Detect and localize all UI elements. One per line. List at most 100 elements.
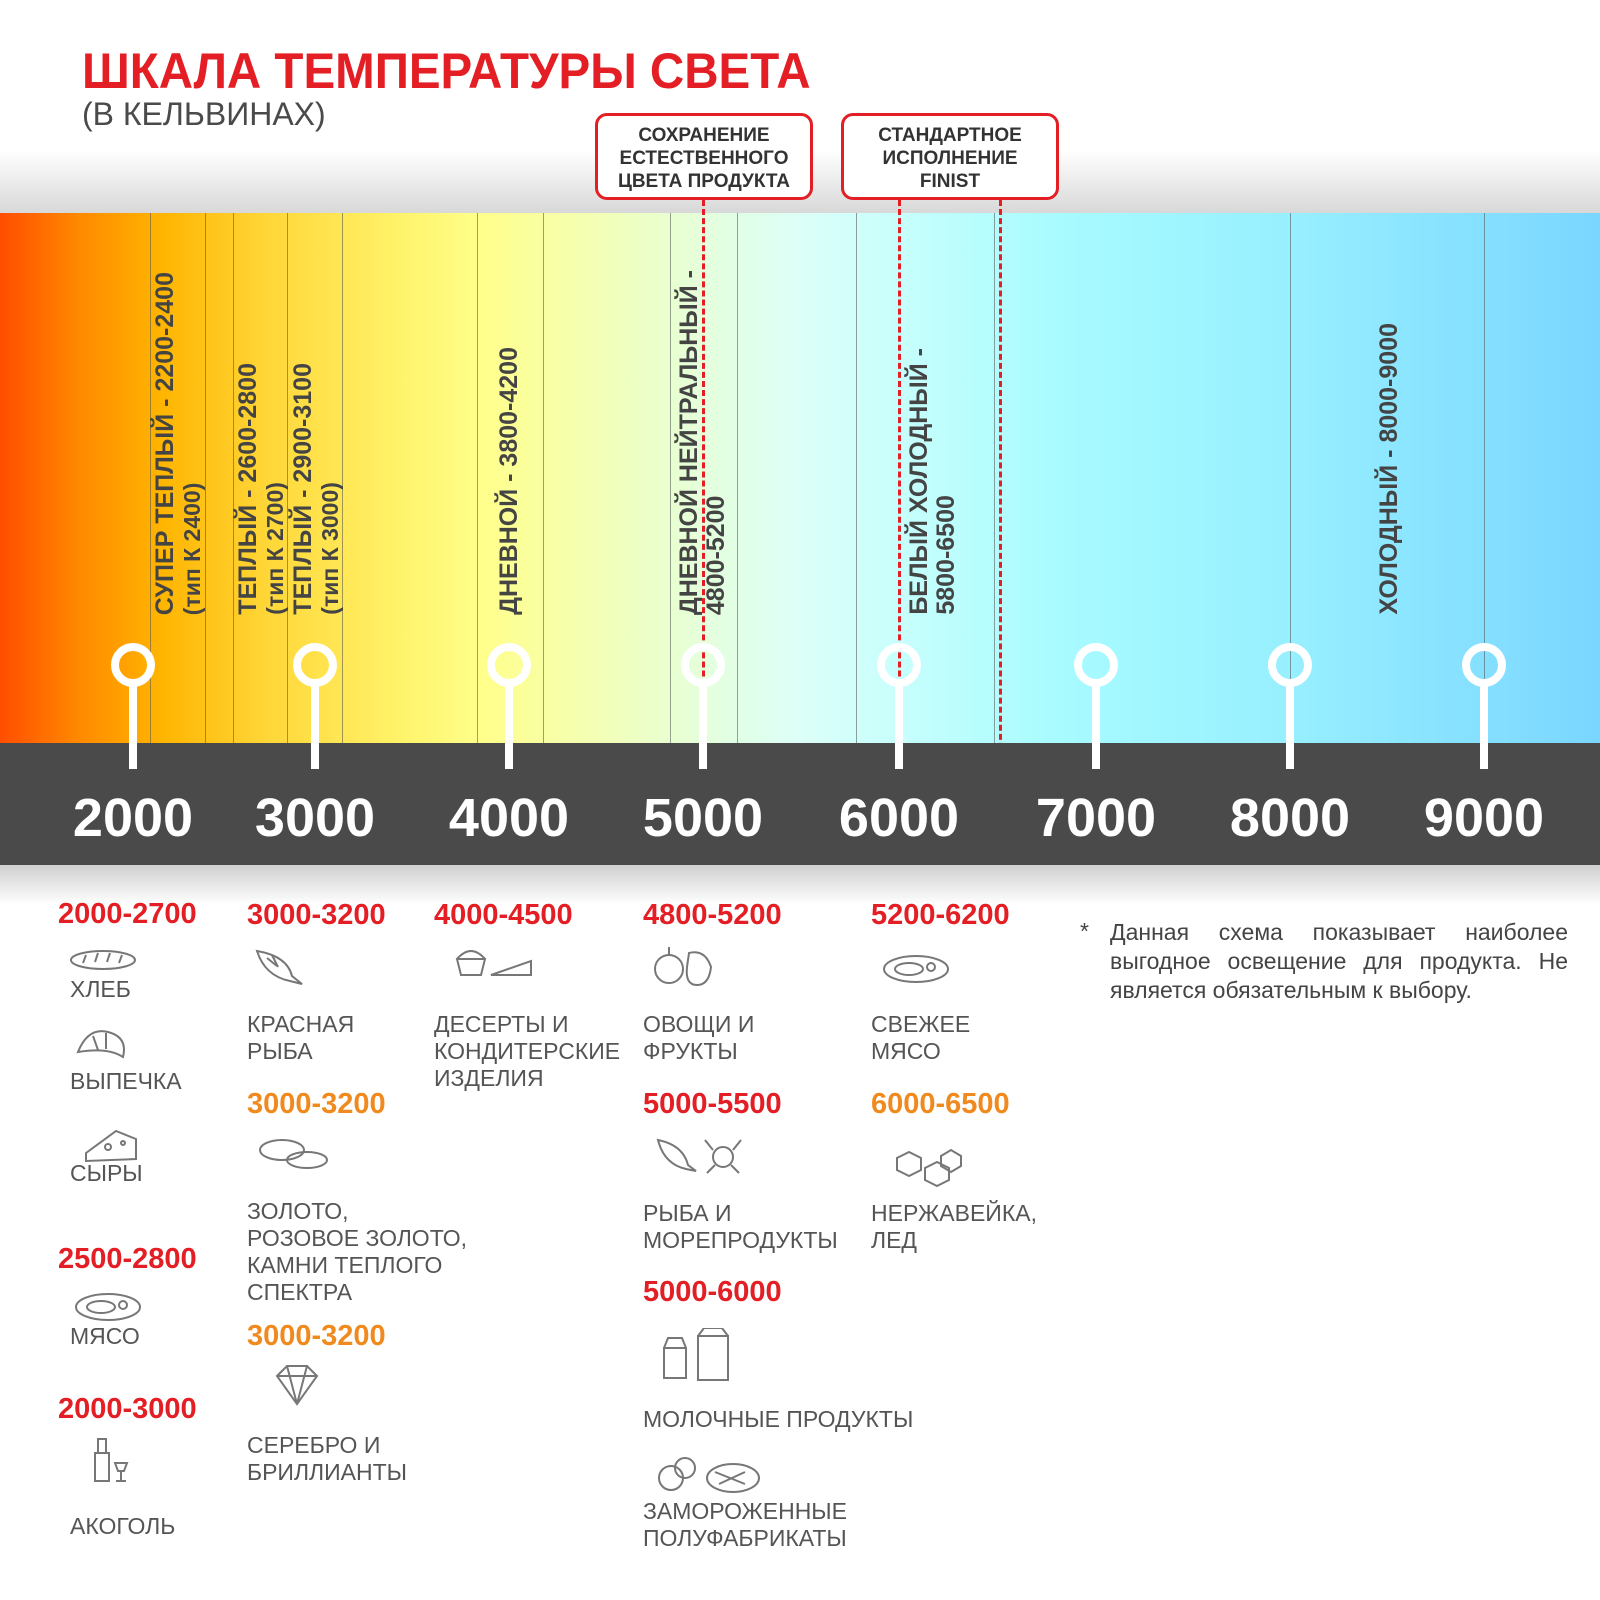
scale-tick-label: 4000 (448, 788, 570, 848)
steak-icon (73, 1287, 183, 1352)
scale-pin-stem (1286, 683, 1294, 769)
product-label: СЫРЫ (70, 1160, 143, 1186)
zone-super-warm: СУПЕР ТЕПЛЫЙ - 2200-2400 (тип К 2400) (151, 271, 205, 615)
zone-divider (477, 213, 478, 743)
scale-pin (1462, 643, 1506, 687)
product-label: МЯСО (70, 1323, 140, 1349)
zone-divider (150, 213, 151, 743)
diamond-icon (267, 1364, 377, 1429)
zone-divider (287, 213, 288, 743)
zone-divider (543, 213, 544, 743)
scale-band (0, 743, 1600, 865)
zone-divider (994, 213, 995, 743)
zone-warm-2700: ТЕПЛЫЙ - 2600-2800 (тип К 2700) (234, 363, 288, 615)
product-range: 5200-6200 (871, 899, 1010, 931)
callout-line-finist-end (999, 200, 1002, 767)
callout-line: FINIST (919, 171, 981, 192)
zone-warm-3000: ТЕПЛЫЙ - 2900-3100 (тип К 3000) (289, 363, 343, 615)
frozen-icon (653, 1452, 763, 1517)
scale-pin (487, 643, 531, 687)
scale-pin-stem (1092, 683, 1100, 769)
zone-divider (670, 213, 671, 743)
page-title: ШКАЛА ТЕМПЕРАТУРЫ СВЕТА (82, 43, 811, 99)
scale-pin-stem (699, 683, 707, 769)
zone-cold: ХОЛОДНЫЙ - 8000-9000 (1375, 323, 1403, 615)
scale-tick-label: 3000 (254, 788, 376, 848)
callout-natural-color: СОХРАНЕНИЕ ЕСТЕСТВЕННОГО ЦВЕТА ПРОДУКТА (595, 113, 813, 200)
product-range: 3000-3200 (247, 1088, 386, 1120)
steak-icon (881, 949, 991, 1014)
scale-tick-label: 5000 (642, 788, 764, 848)
product-label: АКОГОЛЬ (70, 1513, 176, 1539)
callout-line: ЕСТЕСТВЕННОГО (619, 148, 789, 169)
scale-pin (681, 643, 725, 687)
product-range: 2500-2800 (58, 1243, 197, 1275)
zone-cool-white: БЕЛЫЙ ХОЛОДНЫЙ -5800-6500 (905, 348, 960, 615)
bottom-shade (0, 865, 1600, 905)
scale-pin (293, 643, 337, 687)
callout-line: СТАНДАРТНОЕ (878, 125, 1022, 146)
scale-tick-label: 9000 (1423, 788, 1545, 848)
dessert-icon (449, 939, 559, 1004)
product-label: ЗАМОРОЖЕННЫЕ ПОЛУФАБРИКАТЫ (643, 1498, 848, 1551)
scale-pin-stem (1480, 683, 1488, 769)
product-range: 5000-5500 (643, 1088, 782, 1120)
scale-pin-stem (129, 683, 137, 769)
zone-divider (1484, 213, 1485, 743)
product-range: 4000-4500 (434, 899, 573, 931)
product-label: РЫБА И МОРЕПРОДУКТЫ (643, 1200, 838, 1253)
zone-divider (205, 213, 206, 743)
product-label: КРАСНАЯ РЫБА (247, 1011, 355, 1064)
product-label: ЗОЛОТО, РОЗОВОЕ ЗОЛОТО, КАМНИ ТЕПЛОГО СП… (247, 1198, 467, 1305)
product-label: СВЕЖЕЕ МЯСО (871, 1011, 971, 1064)
scale-tick-label: 6000 (838, 788, 960, 848)
zone-daylight-neutral: ДНЕВНОЙ НЕЙТРАЛЬНЫЙ -4800-5200 (675, 269, 730, 615)
product-label: МОЛОЧНЫЕ ПРОДУКТЫ (643, 1406, 914, 1432)
callout-finist-standard: СТАНДАРТНОЕ ИСПОЛНЕНИЕ FINIST (841, 113, 1059, 200)
zone-daylight: ДНЕВНОЙ - 3800-4200 (495, 347, 523, 615)
product-label: ХЛЕБ (70, 976, 131, 1002)
product-range: 5000-6000 (643, 1276, 782, 1308)
callout-line-finist-start (898, 200, 901, 767)
product-range: 2000-3000 (58, 1393, 197, 1425)
product-range: 2000-2700 (58, 898, 197, 930)
croissant-icon (68, 1022, 178, 1087)
zone-divider (233, 213, 234, 743)
callout-line: СОХРАНЕНИЕ (638, 125, 770, 146)
scale-pin (1268, 643, 1312, 687)
disclaimer-note: Данная схема показывает наиболее выгодно… (1110, 919, 1568, 1003)
color-temperature-spectrum (0, 213, 1600, 743)
scale-pin (877, 643, 921, 687)
rings-icon (257, 1132, 367, 1197)
milk-icon (658, 1327, 768, 1393)
product-label: ДЕСЕРТЫ И КОНДИТЕРСКИЕ ИЗДЕЛИЯ (434, 1011, 621, 1091)
scale-pin-stem (895, 683, 903, 769)
product-range: 6000-6500 (871, 1088, 1010, 1120)
scale-tick-label: 8000 (1229, 788, 1351, 848)
product-label: СЕРЕБРО И БРИЛЛИАНТЫ (247, 1432, 408, 1485)
bottle-icon (83, 1437, 193, 1502)
product-range: 3000-3200 (247, 1320, 386, 1352)
callout-line: ЦВЕТА ПРОДУКТА (617, 171, 791, 192)
fruit-icon (651, 943, 761, 1008)
callout-line-natural (702, 200, 705, 767)
fish-icon (252, 943, 362, 1008)
note-asterisk: * (1080, 918, 1089, 944)
product-range: 4800-5200 (643, 899, 782, 931)
callout-line: ИСПОЛНЕНИЕ (882, 148, 1018, 169)
scale-tick-label: 7000 (1035, 788, 1157, 848)
zone-divider (856, 213, 857, 743)
zone-divider (342, 213, 343, 743)
scale-pin (1074, 643, 1118, 687)
product-range: 3000-3200 (247, 899, 386, 931)
scale-pin-stem (505, 683, 513, 769)
product-label: ВЫПЕЧКА (70, 1068, 182, 1094)
bread-icon (68, 940, 178, 1005)
scale-tick-label: 2000 (72, 788, 194, 848)
seafood-icon (653, 1132, 763, 1197)
scale-pin-stem (311, 683, 319, 769)
cheese-icon (78, 1123, 188, 1188)
page-subtitle: (В КЕЛЬВИНАХ) (82, 96, 326, 132)
ice-icon (891, 1144, 1001, 1209)
product-label: НЕРЖАВЕЙКА, ЛЕД (871, 1200, 1037, 1253)
